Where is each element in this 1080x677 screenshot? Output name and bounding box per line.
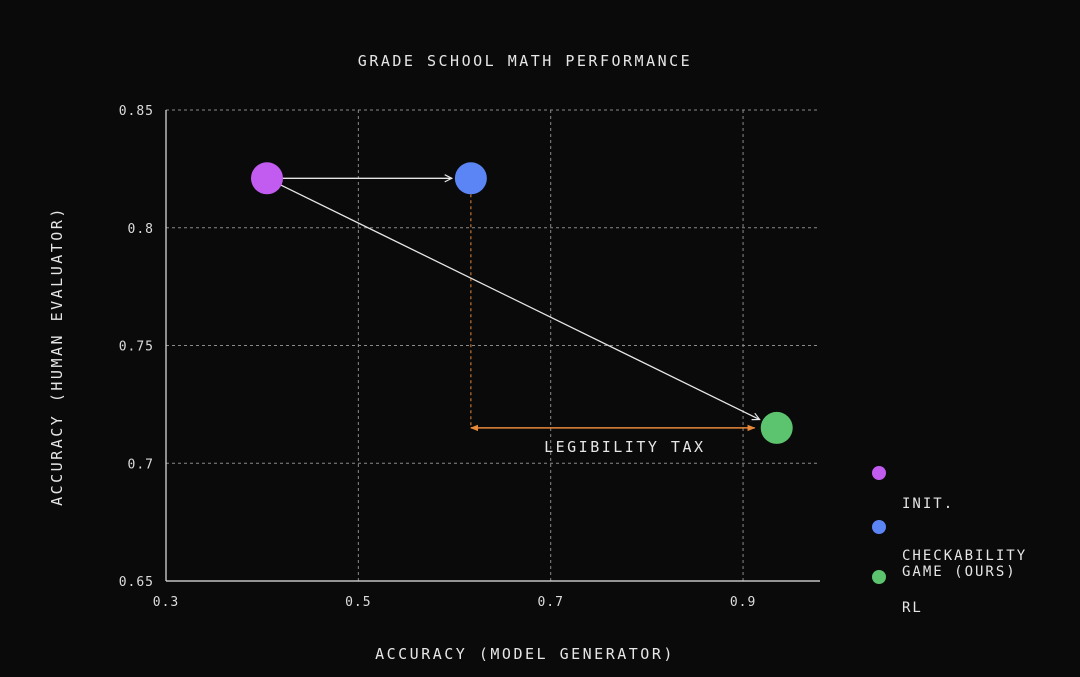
arrows: [279, 178, 760, 419]
data-points: [250, 162, 793, 444]
x-axis-label: ACCURACY (MODEL GENERATOR): [375, 645, 675, 663]
legend-item-init: INIT.: [870, 464, 954, 512]
grid: [166, 109, 820, 581]
legend-item-checkability: CHECKABILITY GAME (OURS): [870, 516, 1027, 580]
tick-labels: 0.3 0.5 0.7 0.9 0.85 0.8 0.75 0.7 0.65: [119, 104, 756, 610]
y-tick-label: 0.75: [119, 340, 154, 355]
y-tick-label: 0.8: [128, 222, 154, 237]
data-point-1: [454, 162, 487, 195]
y-tick-label: 0.85: [119, 104, 154, 119]
y-tick-label: 0.65: [119, 575, 154, 590]
legend-swatch-init: [872, 466, 886, 480]
x-tick-label: 0.9: [730, 595, 756, 610]
data-point-0: [250, 162, 283, 195]
legend-swatch-checkability: [872, 520, 886, 534]
transition-arrow: [279, 183, 760, 419]
x-tick-label: 0.3: [153, 595, 179, 610]
legend-label-init: INIT.: [902, 496, 955, 512]
legend-label-rl: RL: [902, 600, 923, 616]
y-tick-label: 0.7: [128, 457, 154, 472]
legibility-tax-annotation: LEGIBILITY TAX: [470, 194, 756, 456]
legend-label-checkability: CHECKABILITY GAME (OURS): [902, 548, 1028, 580]
legend-swatch-rl: [872, 570, 886, 584]
y-axis-label: ACCURACY (HUMAN EVALUATOR): [48, 206, 66, 506]
axes: [165, 110, 820, 582]
legend-item-rl: RL: [870, 568, 923, 616]
data-point-2: [760, 411, 793, 444]
x-tick-label: 0.5: [345, 595, 371, 610]
legibility-tax-label: LEGIBILITY TAX: [544, 438, 705, 456]
chart-title: GRADE SCHOOL MATH PERFORMANCE: [358, 52, 692, 70]
x-tick-label: 0.7: [537, 595, 563, 610]
